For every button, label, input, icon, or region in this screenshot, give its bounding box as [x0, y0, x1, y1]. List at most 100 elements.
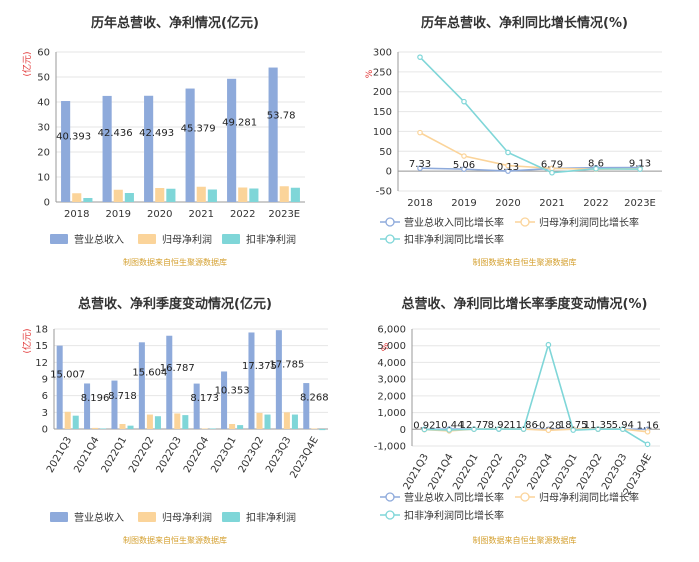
x-tick-label: 2018 [64, 209, 89, 220]
x-tick-label: 2022Q4 [182, 435, 211, 475]
data-label: 7.33 [409, 159, 431, 170]
bar-0 [194, 384, 200, 429]
legend-label: 扣非净利润 [246, 511, 296, 524]
data-label: 53.78 [267, 111, 296, 122]
data-label: 11.86 [509, 420, 538, 431]
y-tick-label: 6 [42, 391, 48, 402]
bar-0 [186, 89, 195, 202]
x-tick-label: 2021 [539, 198, 564, 209]
y-tick-label: 12 [35, 358, 48, 369]
legend-marker [386, 511, 394, 519]
y-tick-label: 1,000 [377, 408, 406, 419]
x-tick-label: 2020 [495, 198, 520, 209]
x-tick-label: 2023Q2 [237, 435, 266, 475]
legend-label: 归母净利润 [162, 233, 212, 246]
chart-title: 总营收、净利季度变动情况(亿元) [78, 296, 272, 312]
y-tick-label: 5,000 [377, 341, 406, 352]
x-tick-label: 2021Q3 [45, 435, 74, 475]
data-label: 12.77 [460, 420, 489, 431]
data-point [546, 343, 550, 347]
legend-marker [386, 218, 394, 226]
data-label: 0.13 [497, 162, 519, 173]
bar-2 [155, 416, 161, 429]
x-tick-label: 2023E [268, 209, 300, 220]
data-point [506, 150, 510, 154]
bar-0 [227, 79, 236, 202]
unit-label: (亿元) [21, 51, 33, 76]
data-label: 15.007 [50, 369, 85, 380]
y-tick-label: 18 [35, 325, 48, 336]
data-label: 6.79 [541, 159, 563, 170]
y-tick-label: 4,000 [377, 358, 406, 369]
source-note: 制图数据来自恒生聚源数据库 [473, 257, 577, 267]
bar-0 [139, 342, 145, 429]
data-label: 8.196 [81, 393, 110, 404]
x-tick-label: 2022Q3 [155, 435, 184, 475]
data-label: 40.393 [56, 131, 91, 142]
y-tick-label: 3 [42, 408, 48, 419]
bar-2 [182, 415, 188, 429]
x-tick-label: 2022 [583, 198, 608, 209]
bar-1 [202, 428, 208, 429]
x-tick-label: 2019 [451, 198, 476, 209]
bar-0 [111, 381, 117, 429]
data-label: 5.06 [453, 160, 475, 171]
x-tick-label: 2022Q1 [100, 435, 129, 475]
chart-title: 总营收、净利同比增长率季度变动情况(%) [402, 296, 648, 312]
bar-1 [147, 415, 153, 429]
x-tick-label: 2023Q4E [288, 435, 321, 480]
legend-label: 营业总收入同比增长率 [404, 491, 504, 504]
data-label: 9.13 [629, 159, 651, 170]
bar-2 [128, 426, 134, 429]
bar-0 [303, 383, 309, 429]
data-label: 11.35 [584, 420, 613, 431]
bar-0 [61, 101, 70, 202]
bar-1 [72, 193, 81, 202]
data-label: 0.92 [413, 420, 435, 431]
bar-1 [238, 188, 247, 203]
legend-swatch [50, 512, 68, 522]
y-tick-label: 0 [400, 425, 406, 436]
legend-label: 归母净利润 [162, 511, 212, 524]
bar-2 [292, 415, 298, 429]
y-tick-label: 300 [373, 48, 392, 59]
bar-0 [166, 336, 172, 429]
x-tick-label: 2021Q4 [72, 435, 101, 475]
data-label: 8.92 [488, 420, 510, 431]
bar-1 [197, 187, 206, 202]
data-label: 17.785 [269, 360, 304, 371]
bar-0 [84, 383, 90, 429]
legend-swatch [138, 234, 156, 244]
y-tick-label: -1,000 [374, 442, 406, 453]
legend-label: 归母净利润同比增长率 [539, 216, 639, 229]
data-label: 8.268 [300, 393, 329, 404]
y-tick-label: 2,000 [377, 391, 406, 402]
data-label: 1.16 [636, 420, 658, 431]
bar-1 [311, 428, 317, 429]
data-label: -0.28 [535, 420, 561, 431]
y-tick-label: 60 [37, 48, 50, 59]
y-tick-label: 200 [373, 87, 392, 98]
source-note: 制图数据来自恒生聚源数据库 [123, 535, 227, 545]
y-tick-label: 15 [35, 341, 48, 352]
legend-label: 营业总收入 [74, 233, 124, 246]
bar-2 [73, 416, 79, 429]
y-tick-label: 100 [373, 127, 392, 138]
y-tick-label: 50 [37, 73, 50, 84]
bar-2 [208, 190, 217, 203]
series-line-2 [420, 57, 640, 173]
data-point [462, 99, 466, 103]
data-point [418, 130, 422, 134]
y-tick-label: 30 [37, 123, 50, 134]
bar-1 [92, 428, 98, 429]
bar-0 [103, 96, 112, 202]
x-tick-label: 2023Q1 [209, 435, 238, 475]
bar-1 [65, 412, 71, 429]
data-label: 8.718 [108, 391, 137, 402]
y-tick-label: 3,000 [377, 375, 406, 386]
x-tick-label: 2023E [624, 198, 656, 209]
legend-label: 营业总收入同比增长率 [404, 216, 504, 229]
bar-0 [248, 332, 254, 429]
legend-swatch [138, 512, 156, 522]
annual-revenue-profit-chart: 历年总营收、净利情况(亿元) (亿元) 0 10 20 30 40 50 60 2018 2019 2… [0, 0, 350, 281]
